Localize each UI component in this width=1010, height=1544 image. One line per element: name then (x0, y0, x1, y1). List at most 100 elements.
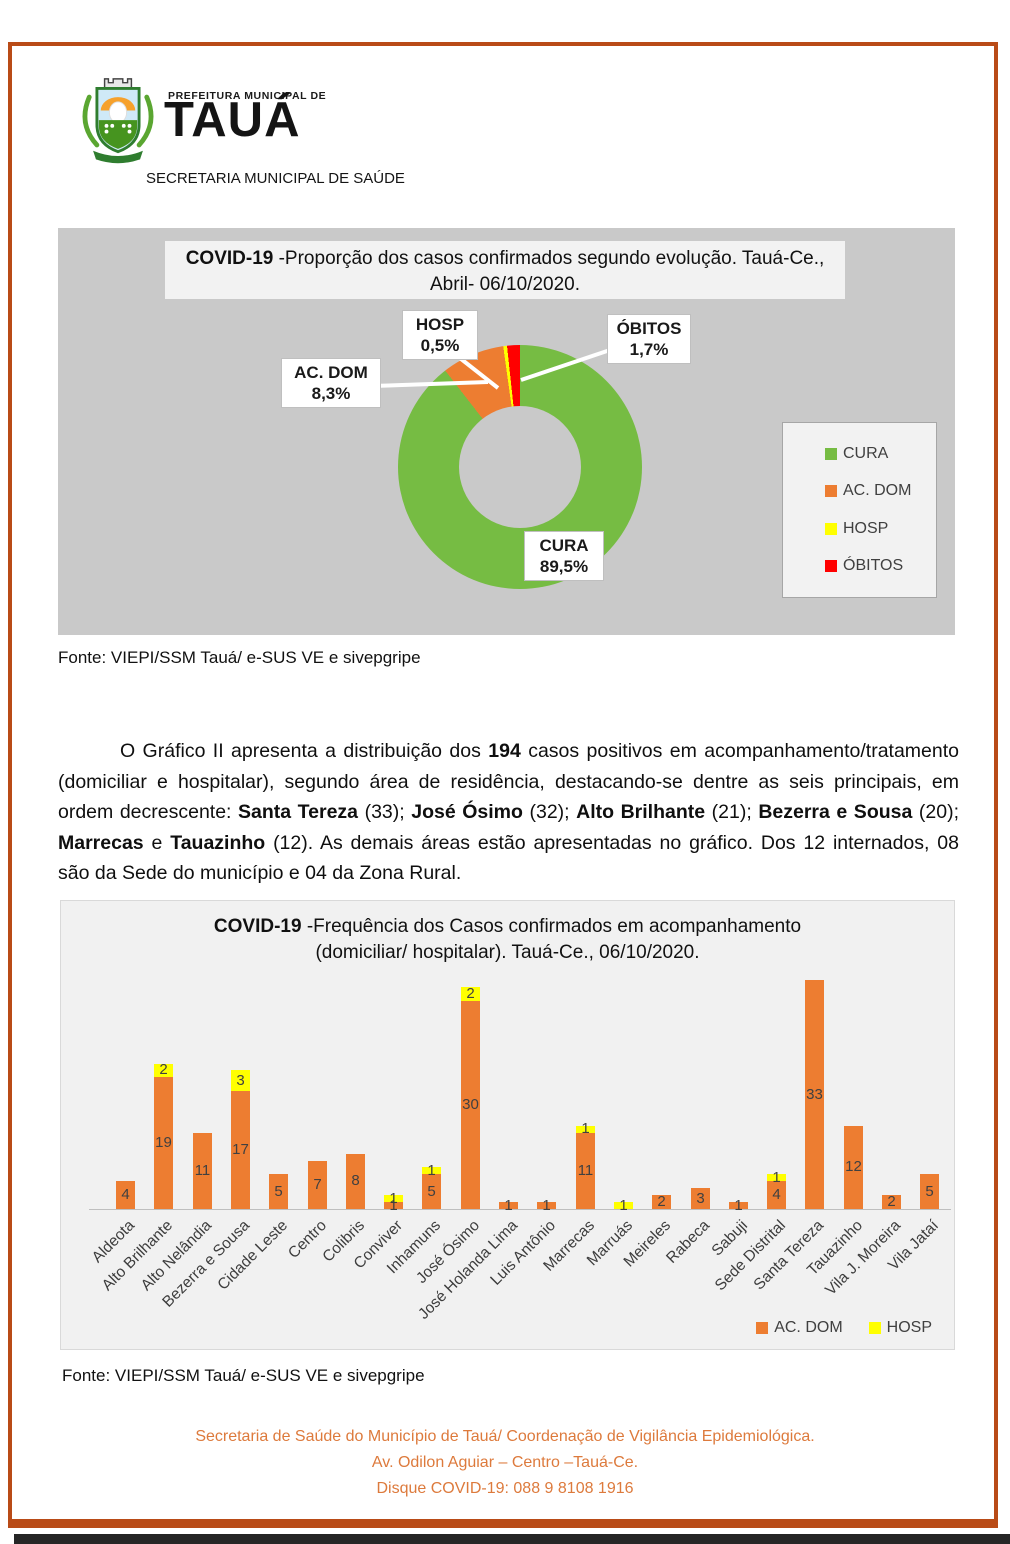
bar-value-label-acdom: 7 (313, 1175, 322, 1193)
bar-segment-acdom (308, 1160, 327, 1209)
bar-value-label-hosp: 1 (772, 1168, 781, 1186)
paragraph-segment: (21); (705, 801, 759, 823)
bar-value-label-hosp: 1 (619, 1196, 628, 1214)
bar-value-label-acdom: 5 (274, 1182, 283, 1200)
page-border-frame (8, 42, 998, 1528)
bar-segment-acdom (193, 1132, 212, 1209)
bar-segment-acdom (805, 980, 824, 1209)
bar-value-label-acdom: 2 (887, 1193, 896, 1211)
legend-swatch-icon (868, 1322, 881, 1334)
donut-hole (459, 406, 581, 528)
paragraph-segment: (12). As demais áreas estão apresentadas… (58, 831, 959, 885)
bar-value-label-acdom: 4 (121, 1186, 130, 1204)
bar-segment-acdom (844, 1125, 863, 1209)
bar-value-label-acdom: 1 (389, 1196, 398, 1214)
donut-label-acdom: AC. DOM 8,3% (281, 358, 381, 408)
bar-value-label-acdom: 33 (806, 1085, 823, 1103)
donut-label-cura: CURA 89,5% (524, 531, 604, 581)
bar-value-label-acdom: 1 (504, 1196, 513, 1214)
bar-segment-acdom (116, 1181, 135, 1209)
bar-value-label-acdom: 5 (427, 1182, 436, 1200)
bar-segment-acdom (231, 1091, 250, 1209)
taua-coat-of-arms-logo (82, 78, 154, 164)
bar-segment-acdom (346, 1153, 365, 1209)
bar-segment-acdom (499, 1202, 518, 1209)
donut-chart-title: COVID-19 -Proporção dos casos confirmado… (165, 241, 845, 299)
bar-value-label-acdom: 11 (577, 1161, 594, 1179)
bar-chart: COVID-19 -Frequência dos Casos confirmad… (60, 900, 955, 1350)
bar-chart-legend: AC. DOM HOSP (756, 1319, 932, 1337)
legend-label: HOSP (886, 1319, 932, 1336)
bar-segment-acdom (422, 1174, 441, 1209)
paragraph-segment: 194 (488, 740, 521, 762)
analysis-paragraph: O Gráfico II apresenta a distribuição do… (58, 736, 959, 889)
footer-line-1: Secretaria de Saúde do Município de Tauá… (195, 1428, 815, 1445)
bar-chart-title: COVID-19 -Frequência dos Casos confirmad… (61, 914, 954, 966)
paragraph-segment: José Ósimo (411, 801, 523, 823)
bar-segment-hosp (614, 1202, 633, 1209)
legend-label: AC. DOM (774, 1319, 843, 1336)
bar-segment-hosp (231, 1070, 250, 1092)
bar-segment-acdom (576, 1132, 595, 1209)
bar-value-label-hosp: 2 (159, 1061, 168, 1079)
legend-swatch-icon (756, 1322, 769, 1334)
donut-legend-item: CURA (825, 445, 936, 463)
bar-segment-hosp (154, 1063, 173, 1078)
bar-legend-item: HOSP (868, 1319, 932, 1337)
bar-value-label-acdom: 11 (194, 1161, 211, 1179)
bar-chart-x-axis (89, 1209, 951, 1210)
bar-value-label-acdom: 3 (696, 1189, 705, 1207)
bar-value-label-hosp: 1 (581, 1120, 590, 1138)
bar-value-label-acdom: 5 (925, 1182, 934, 1200)
bar-value-label-acdom: 4 (772, 1186, 781, 1204)
bar-segment-acdom (269, 1174, 288, 1209)
bar-segment-acdom (691, 1188, 710, 1209)
bar-segment-hosp (422, 1167, 441, 1175)
donut-legend-item: AC. DOM (825, 482, 936, 500)
bar-value-label-acdom: 17 (232, 1141, 249, 1159)
paragraph-segment: Alto Brilhante (576, 801, 706, 823)
paragraph-segment: e (143, 831, 171, 854)
bar-segment-acdom (154, 1077, 173, 1209)
bar-segment-hosp (461, 987, 480, 1002)
paragraph-segment: casos positivos em acompanhamento/tratam… (58, 740, 959, 823)
paragraph-segment: Santa Tereza (238, 801, 359, 823)
bar-segment-acdom (384, 1202, 403, 1209)
bar-value-label-acdom: 2 (657, 1193, 666, 1211)
bar-value-label-hosp: 1 (389, 1189, 398, 1207)
bar-source-note: Fonte: VIEPI/SSM Tauá/ e-SUS VE e sivepg… (62, 1366, 425, 1385)
legend-label: CURA (843, 444, 889, 462)
bar-segment-acdom (920, 1174, 939, 1209)
donut-chart-title-line1: COVID-19 -Proporção dos casos confirmado… (185, 248, 825, 269)
paragraph-segment: Bezerra e Sousa (758, 801, 913, 823)
paragraph-segment: (32); (522, 801, 577, 823)
donut-label-obitos: ÓBITOS 1,7% (607, 314, 691, 364)
bar-value-label-acdom: 12 (845, 1158, 862, 1176)
donut-label-hosp: HOSP 0,5% (402, 310, 478, 360)
bar-segment-acdom (729, 1202, 748, 1209)
bar-segment-hosp (767, 1174, 786, 1182)
legend-swatch-icon (825, 447, 837, 460)
header-subtitle: SECRETARIA MUNICIPAL DE SAÚDE (146, 170, 405, 187)
donut-chart-title-line2: Abril- 06/10/2020. (430, 274, 580, 295)
footer-contact-block: Secretaria de Saúde do Município de Tauá… (0, 1424, 1010, 1502)
page-bottom-shadow (14, 1534, 1010, 1544)
legend-swatch-icon (825, 560, 837, 573)
logo-small-text: PREFEITURA MUNICIPAL DE (168, 90, 327, 102)
paragraph-segment: Marrecas (58, 831, 144, 854)
bar-legend-item: AC. DOM (756, 1319, 843, 1337)
bar-value-label-hosp: 2 (466, 985, 475, 1003)
footer-line-3: Disque COVID-19: 088 9 8108 1916 (376, 1480, 634, 1497)
donut-legend-item: HOSP (825, 520, 936, 538)
paragraph-segment: Tauazinho (170, 831, 266, 854)
bar-value-label-acdom: 30 (462, 1096, 479, 1114)
bar-segment-acdom (652, 1195, 671, 1209)
legend-label: HOSP (843, 519, 889, 537)
donut-legend-item: ÓBITOS (825, 557, 936, 575)
paragraph-segment: (20); (912, 801, 959, 823)
footer-line-2: Av. Odilon Aguiar – Centro –Tauá-Ce. (371, 1454, 639, 1471)
bar-segment-hosp (384, 1195, 403, 1202)
donut-chart: COVID-19 -Proporção dos casos confirmado… (58, 228, 955, 635)
donut-legend: CURA AC. DOM HOSP ÓBITOS (782, 422, 937, 598)
